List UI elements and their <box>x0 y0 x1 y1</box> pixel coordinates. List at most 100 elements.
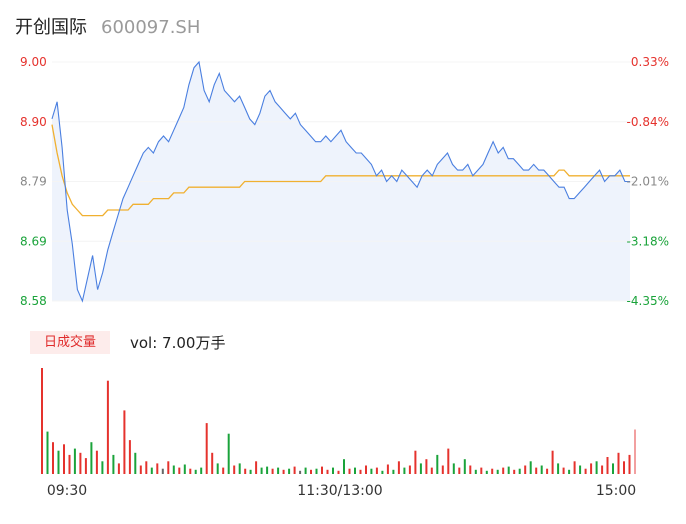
volume-bar <box>546 468 549 474</box>
price-lines-layer <box>51 60 630 303</box>
volume-bar <box>260 467 263 474</box>
volume-bar <box>590 463 593 474</box>
volume-bar <box>134 452 137 474</box>
volume-bar <box>172 465 175 474</box>
volume-bar <box>584 468 587 474</box>
volume-bar <box>233 465 236 474</box>
volume-bar <box>321 466 323 474</box>
percent-tick-label: 0.33% <box>631 55 669 69</box>
volume-bar <box>106 380 109 474</box>
price-line <box>51 60 630 303</box>
volume-bar <box>84 458 87 474</box>
volume-bar <box>562 467 565 474</box>
price-gridlines <box>52 61 635 302</box>
volume-bar <box>282 469 285 474</box>
volume-bar <box>167 461 170 474</box>
volume-bar <box>310 469 312 474</box>
volume-bar <box>123 410 126 474</box>
volume-bar <box>304 467 307 474</box>
volume-bar <box>463 459 466 474</box>
volume-bar <box>375 467 378 474</box>
percent-tick-label: -3.18% <box>627 234 669 248</box>
volume-bar <box>425 459 428 474</box>
volume-bar <box>101 461 104 474</box>
volume-bar <box>606 457 609 474</box>
volume-bar <box>315 468 318 474</box>
volume-bar <box>348 468 351 474</box>
volume-bar <box>343 459 345 474</box>
volume-bar <box>189 468 192 474</box>
volume-bar <box>529 461 532 474</box>
volume-bar <box>573 461 576 474</box>
volume-bar <box>365 465 367 474</box>
volume-bar <box>612 463 614 474</box>
volume-bar <box>436 454 439 474</box>
volume-bar <box>480 467 483 474</box>
volume-bar <box>46 431 49 474</box>
volume-bar <box>474 469 477 474</box>
volume-bar <box>73 448 76 474</box>
volume-bar <box>408 465 411 474</box>
volume-bar <box>216 463 219 474</box>
volume-value: vol: 7.00万手 <box>130 334 226 352</box>
volume-bar <box>397 461 400 474</box>
volume-bar <box>95 450 98 474</box>
volume-bar <box>518 468 521 474</box>
volume-bar <box>502 467 505 474</box>
stock-name: 开创国际 <box>15 17 87 38</box>
percent-tick-label: -4.35% <box>627 294 669 308</box>
price-tick-label: 9.00 <box>20 55 47 69</box>
volume-bar <box>491 468 494 474</box>
volume-bar <box>205 423 208 474</box>
volume-bar <box>392 469 395 474</box>
volume-bar <box>568 469 571 474</box>
volume-bar <box>57 450 60 474</box>
volume-bar <box>277 467 280 474</box>
volume-bar <box>551 450 554 474</box>
volume-bar <box>386 464 389 474</box>
volume-bar <box>211 452 214 474</box>
volume-bar <box>68 454 71 474</box>
volume-bar <box>299 470 302 474</box>
stock-code: 600097.SH <box>101 17 201 38</box>
volume-bar <box>507 466 510 474</box>
volume-bar <box>332 467 334 474</box>
volume-bar <box>595 461 598 474</box>
volume-bar <box>579 465 582 474</box>
volume-bar <box>139 465 142 474</box>
volume-bar <box>458 467 461 474</box>
volume-bar <box>535 467 538 474</box>
volume-bar <box>326 469 329 474</box>
volume-bar <box>79 452 82 474</box>
volume-bar <box>150 467 153 474</box>
volume-bar <box>419 463 422 474</box>
volume-bar <box>244 468 247 474</box>
volume-bar <box>112 454 115 474</box>
percent-tick-label: -2.01% <box>627 175 669 189</box>
volume-bar <box>617 452 620 474</box>
volume-tab[interactable]: 日成交量 <box>30 331 110 354</box>
volume-bar <box>41 368 43 474</box>
volume-bar <box>447 448 450 474</box>
volume-bar <box>485 470 488 474</box>
time-tick-label: 09:30 <box>47 483 87 499</box>
volume-bar <box>288 468 291 474</box>
volume-bar <box>238 463 241 474</box>
volume-bar <box>255 461 258 474</box>
time-tick-label: 15:00 <box>596 483 636 499</box>
volume-bar <box>145 461 148 474</box>
volume-bar <box>161 468 164 474</box>
volume-bar <box>337 470 340 474</box>
volume-bars-layer <box>41 368 636 474</box>
volume-bar <box>227 433 230 474</box>
average-price-line <box>51 124 630 217</box>
volume-bar <box>156 463 159 474</box>
volume-bar <box>359 469 362 474</box>
volume-bar <box>63 444 65 474</box>
volume-bar <box>628 454 631 474</box>
volume-bar <box>128 440 131 474</box>
volume-bar <box>557 463 560 474</box>
volume-bar <box>249 469 252 474</box>
price-axis-left: 9.00 8.90 8.79 8.69 8.58 <box>20 55 47 308</box>
volume-bar <box>178 467 181 474</box>
